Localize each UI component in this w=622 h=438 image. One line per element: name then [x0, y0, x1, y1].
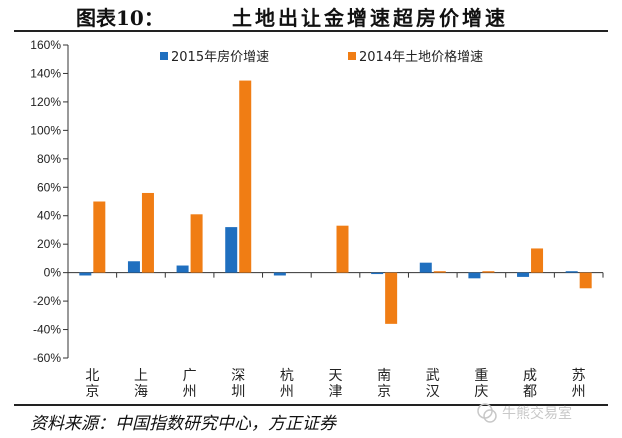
bar-2014-land-price [433, 271, 446, 273]
x-tick-label: 深圳 [231, 368, 245, 400]
bar-2015-house-price [565, 271, 578, 273]
legend-swatch [348, 52, 356, 60]
y-tick-label: 20% [37, 237, 61, 251]
x-tick-label: 南京 [377, 368, 391, 400]
bar-2014-land-price [239, 80, 252, 273]
x-tick-label: 杭州 [280, 368, 294, 400]
bar-2015-house-price [517, 272, 530, 277]
bar-2015-house-price [273, 272, 286, 276]
x-tick-label-char: 京 [377, 384, 391, 400]
x-tick-label-char: 成 [523, 368, 537, 384]
bar-2015-house-price [419, 262, 432, 273]
legend-label: 2014年土地价格增速 [359, 49, 483, 65]
y-tick-label: 0% [44, 266, 62, 280]
bar-chart: -60% -40% -20% 0% 20% 40% 60% 80% 100% 120% 140% 16… [30, 38, 604, 400]
x-tick-label: 天津 [329, 368, 343, 400]
x-tick-label-char: 杭 [280, 368, 294, 384]
legend-label: 2015年房价增速 [171, 49, 269, 65]
x-tick-label-char: 州 [183, 384, 197, 400]
bar-2014-land-price [531, 248, 544, 273]
legend-swatch [160, 52, 168, 60]
x-tick-label: 成都 [523, 368, 537, 400]
bar-2014-land-price [93, 201, 106, 273]
figure-label: 图表10： [76, 6, 164, 30]
x-tick-label-char: 苏 [572, 368, 586, 384]
x-tick-label-char: 北 [85, 368, 99, 384]
x-tick-label-char: 圳 [231, 384, 245, 400]
y-tick-label: -40% [33, 323, 61, 337]
bar-2014-land-price [579, 272, 592, 289]
bar-2015-house-price [176, 265, 189, 273]
x-tick-label-char: 庆 [474, 384, 488, 400]
y-tick-label: 140% [30, 66, 61, 80]
bar-2015-house-price [127, 261, 140, 273]
bar-2015-house-price [79, 272, 92, 276]
x-tick-label-char: 州 [572, 384, 586, 400]
x-tick-label: 北京 [85, 368, 99, 400]
bar-2015-house-price [371, 272, 384, 275]
y-tick-label: 80% [37, 152, 61, 166]
x-tick-label: 上海 [134, 368, 148, 400]
x-tick-label-char: 海 [134, 384, 148, 400]
y-tick-label: -20% [33, 294, 61, 308]
bar-2014-land-price [190, 214, 203, 273]
y-tick-label: 100% [30, 123, 61, 137]
y-tick-label: 160% [30, 38, 61, 52]
watermark-text: 牛熊交易室 [502, 406, 572, 422]
x-tick-label-char: 汉 [426, 384, 440, 400]
title-bar: 图表10： 土地出让金增速超房价增速 [0, 0, 622, 30]
watermark: 牛熊交易室 [476, 402, 572, 424]
y-tick-label: 60% [37, 180, 61, 194]
y-tick-label: 40% [37, 209, 61, 223]
x-tick-label-char: 南 [377, 368, 391, 384]
chat-bubble-icon [477, 403, 497, 423]
y-tick-label: -60% [33, 351, 61, 365]
bar-2014-land-price [336, 225, 349, 273]
source-note: 资料来源：中国指数研究中心，方正证券 [30, 414, 336, 434]
x-tick-label-char: 上 [134, 368, 148, 384]
title-rule [14, 30, 608, 32]
x-tick-label: 武汉 [426, 368, 440, 400]
x-tick-label-char: 京 [85, 384, 99, 400]
x-tick-label: 重庆 [474, 368, 488, 400]
x-tick-label-char: 天 [329, 368, 343, 384]
x-tick-label: 苏州 [572, 368, 586, 400]
x-tick-label-char: 州 [280, 384, 294, 400]
x-tick-label-char: 深 [231, 368, 245, 384]
source-rule [14, 404, 608, 406]
x-tick-label-char: 都 [523, 384, 537, 400]
x-tick-label-char: 广 [183, 368, 197, 384]
y-tick-label: 120% [30, 95, 61, 109]
bar-2015-house-price [225, 227, 238, 273]
bar-2014-land-price [482, 271, 495, 273]
x-tick-label-char: 重 [474, 368, 488, 384]
chart-title: 土地出让金增速超房价增速 [232, 6, 508, 30]
x-tick-label-char: 武 [426, 368, 440, 384]
x-tick-label: 广州 [183, 368, 197, 400]
bar-2015-house-price [468, 272, 481, 279]
bar-2014-land-price [385, 272, 398, 324]
bar-2014-land-price [141, 192, 154, 273]
x-tick-label-char: 津 [329, 384, 343, 400]
